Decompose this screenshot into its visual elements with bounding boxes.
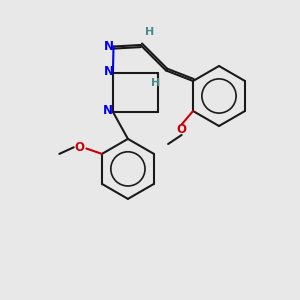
Text: N: N xyxy=(103,104,112,117)
Text: N: N xyxy=(103,65,113,78)
Text: H: H xyxy=(151,78,160,88)
Text: N: N xyxy=(104,40,114,53)
Text: O: O xyxy=(75,141,85,154)
Text: O: O xyxy=(177,123,187,136)
Text: H: H xyxy=(145,27,154,38)
